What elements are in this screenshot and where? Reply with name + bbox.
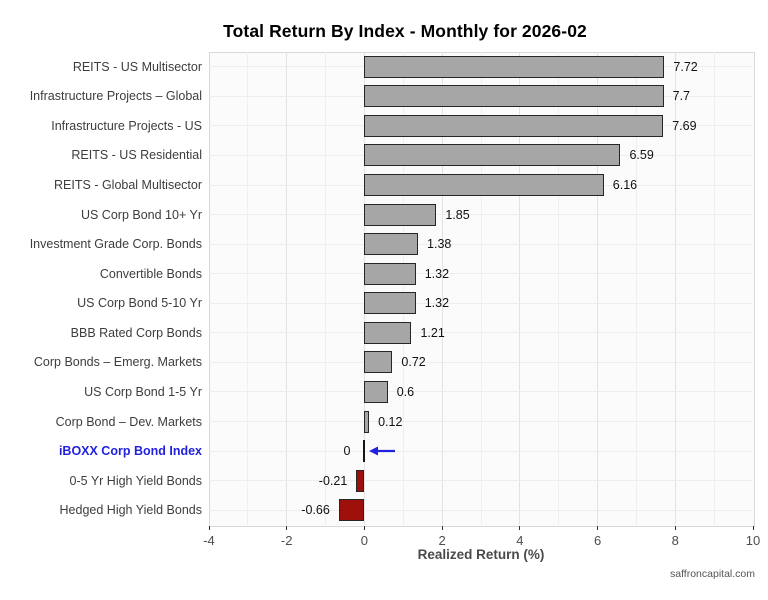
gridline-v [713, 52, 715, 525]
x-tick-label: 4 [516, 533, 524, 548]
benchmark-arrow-icon [367, 444, 397, 458]
value-label: 1.38 [427, 237, 452, 252]
value-label: 1.21 [420, 325, 445, 340]
category-label: US Corp Bond 10+ Yr [80, 207, 202, 222]
gridline-v [597, 52, 599, 525]
category-label: REITS - US Residential [71, 148, 202, 163]
bar [364, 85, 664, 108]
gridline-v [247, 52, 249, 525]
bar [356, 469, 365, 492]
value-label: 1.32 [424, 296, 450, 311]
bar [364, 380, 388, 403]
gridline-h [209, 421, 753, 423]
category-label: REITS - Global Multisector [54, 178, 202, 193]
bar [364, 262, 416, 285]
x-tick [519, 526, 521, 530]
bar [364, 174, 604, 197]
category-label: Investment Grade Corp. Bonds [29, 237, 202, 252]
x-tick-label: 0 [360, 533, 369, 548]
x-axis-title: Realized Return (%) [417, 547, 545, 562]
category-label: US Corp Bond 5-10 Yr [77, 296, 202, 311]
gridline-h [209, 361, 753, 363]
x-tick [286, 526, 288, 530]
bar [364, 55, 665, 78]
category-label: Infrastructure Projects - US [51, 118, 202, 133]
bar [364, 203, 437, 226]
x-tick [441, 526, 443, 530]
gridline-h [209, 332, 753, 334]
x-tick [208, 526, 210, 530]
gridline-v [325, 52, 327, 525]
value-label: 6.16 [612, 178, 638, 193]
x-tick-label: -2 [280, 533, 293, 548]
bar [364, 233, 419, 256]
gridline-h [209, 509, 753, 511]
value-label: 1.85 [445, 207, 470, 222]
category-label: Convertible Bonds [99, 266, 202, 281]
gridline-v [286, 52, 288, 525]
gridline-h [209, 214, 753, 216]
value-label: 0.6 [396, 384, 415, 399]
value-label: 0.72 [401, 355, 426, 370]
bar [364, 351, 393, 374]
value-label: 7.72 [673, 59, 698, 74]
value-label: 1.32 [424, 266, 450, 281]
category-label: Infrastructure Projects – Global [29, 89, 202, 104]
zero-bar [363, 440, 366, 463]
value-label: -0.66 [301, 503, 330, 518]
category-label: US Corp Bond 1-5 Yr [84, 384, 202, 399]
gridline-v [363, 52, 365, 525]
bar [364, 321, 412, 344]
category-label: BBB Rated Corp Bonds [70, 325, 202, 340]
x-tick [674, 526, 676, 530]
value-label: 7.7 [672, 89, 691, 104]
gridline-v [558, 52, 560, 525]
category-label: Hedged High Yield Bonds [59, 503, 202, 518]
category-label: REITS - US Multisector [72, 59, 202, 74]
x-tick [597, 526, 599, 530]
value-label: 0 [343, 444, 351, 459]
category-label: iBOXX Corp Bond Index [58, 444, 202, 459]
gridline-h [209, 450, 753, 452]
gridline-h [209, 273, 753, 275]
x-tick [752, 526, 754, 530]
value-label: -0.21 [318, 473, 348, 488]
x-tick [363, 526, 365, 530]
gridline-h [209, 480, 753, 482]
category-label: 0-5 Yr High Yield Bonds [69, 473, 203, 488]
gridline-v [674, 52, 676, 525]
gridline-h [209, 391, 753, 393]
chart-title: Total Return By Index - Monthly for 2026… [223, 21, 587, 41]
bar [338, 499, 365, 522]
category-label: Corp Bond – Dev. Markets [55, 414, 202, 429]
gridline-h [209, 243, 753, 245]
gridline-v [519, 52, 521, 525]
category-label: Corp Bonds – Emerg. Markets [33, 355, 202, 370]
x-tick-label: 8 [671, 533, 679, 548]
gridline-v [441, 52, 443, 525]
x-tick-label: -4 [203, 533, 215, 548]
x-tick-label: 6 [593, 533, 602, 548]
bar [364, 114, 664, 137]
value-label: 6.59 [629, 148, 654, 163]
bar [364, 144, 621, 167]
bar [364, 292, 416, 315]
value-label: 7.69 [672, 118, 697, 133]
value-label: 0.12 [378, 414, 403, 429]
gridline-v [635, 52, 637, 525]
gridline-v [402, 52, 404, 525]
x-tick-label: 10 [745, 533, 761, 548]
gridline-v [480, 52, 482, 525]
watermark: saffroncapital.com [669, 568, 755, 580]
bar [364, 410, 370, 433]
gridline-h [209, 302, 753, 304]
x-tick-label: 2 [438, 533, 446, 548]
